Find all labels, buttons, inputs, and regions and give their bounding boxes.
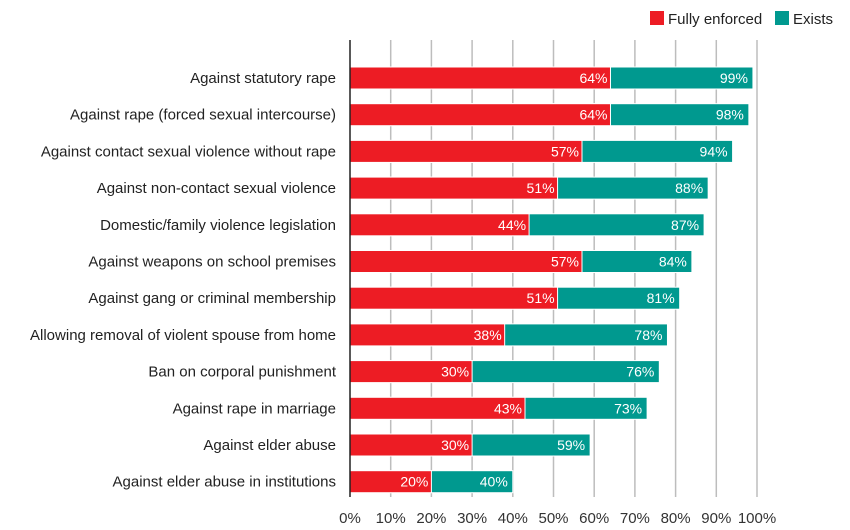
value-label-fully-enforced: 30% [441,437,469,453]
x-tick-label: 100% [738,510,776,527]
bar-fully-enforced [349,66,611,90]
category-label-against-elder-abuse: Against elder abuse [203,437,336,454]
legend-swatch-fully-enforced [650,11,664,25]
category-label-domestic-family-violence-legislation: Domestic/family violence legislation [100,217,336,234]
bar-fully-enforced [349,139,583,163]
x-tick-label: 20% [416,510,446,527]
value-label-fully-enforced: 20% [400,474,428,490]
bar-fully-enforced [349,250,583,273]
bars: 99% 64% 98% 64% 94% 57% 88% 51% 87% 44% 84% 57% 81% 5… [349,66,754,494]
legend-label-exists: Exists [793,11,833,28]
value-label-fully-enforced: 51% [527,180,555,196]
value-label-exists: 81% [647,290,675,306]
legend-swatch-exists [775,11,789,25]
category-label-against-elder-abuse-in-institutions: Against elder abuse in institutions [113,474,336,491]
x-tick-label: 60% [579,510,609,527]
value-label-exists: 76% [626,364,654,380]
value-label-exists: 88% [675,180,703,196]
x-tick-label: 50% [538,510,568,527]
value-label-exists: 94% [700,143,728,159]
x-tick-labels: 0% 10% 20% 30% 40% 50% 60% 70% 80% 90% 100% [339,510,776,527]
x-tick-label: 10% [376,510,406,527]
category-label-against-rape-in-marriage: Against rape in marriage [173,400,336,417]
x-tick-label: 0% [339,510,361,527]
category-label-against-statutory-rape: Against statutory rape [190,70,336,87]
x-tick-label: 90% [701,510,731,527]
value-label-fully-enforced: 57% [551,143,579,159]
category-label-against-contact-sexual-violence-without-rape: Against contact sexual violence without … [41,143,336,160]
value-label-exists: 73% [614,400,642,416]
value-label-fully-enforced: 64% [579,107,607,123]
value-label-fully-enforced: 44% [498,217,526,233]
legend: Fully enforced Exists [650,11,833,28]
value-label-fully-enforced: 64% [579,70,607,86]
legend-label-fully-enforced: Fully enforced [668,11,762,28]
category-label-against-non-contact-sexual-violence: Against non-contact sexual violence [97,180,336,197]
category-label-against-rape-forced-sexual-intercourse: Against rape (forced sexual intercourse) [70,107,336,124]
x-tick-label: 70% [620,510,650,527]
value-label-exists: 78% [634,327,662,343]
value-label-exists: 84% [659,254,687,270]
category-label-allowing-removal-of-violent-spouse-from-home: Allowing removal of violent spouse from … [30,327,336,344]
value-label-exists: 87% [671,217,699,233]
value-label-exists: 59% [557,437,585,453]
bar-fully-enforced [349,103,611,127]
category-label-ban-on-corporal-punishment: Ban on corporal punishment [148,364,336,381]
value-label-fully-enforced: 38% [474,327,502,343]
x-tick-label: 40% [498,510,528,527]
category-labels: Against statutory rape Against rape (forc… [30,70,337,491]
value-label-fully-enforced: 43% [494,400,522,416]
x-tick-label: 80% [661,510,691,527]
value-label-exists: 98% [716,107,744,123]
category-label-against-gang-or-criminal-membership: Against gang or criminal membership [88,290,336,307]
x-tick-label: 30% [457,510,487,527]
value-label-exists: 99% [720,70,748,86]
value-label-fully-enforced: 57% [551,254,579,270]
value-label-fully-enforced: 51% [527,290,555,306]
category-label-against-weapons-on-school-premises: Against weapons on school premises [88,254,336,271]
value-label-exists: 40% [480,474,508,490]
value-label-fully-enforced: 30% [441,364,469,380]
